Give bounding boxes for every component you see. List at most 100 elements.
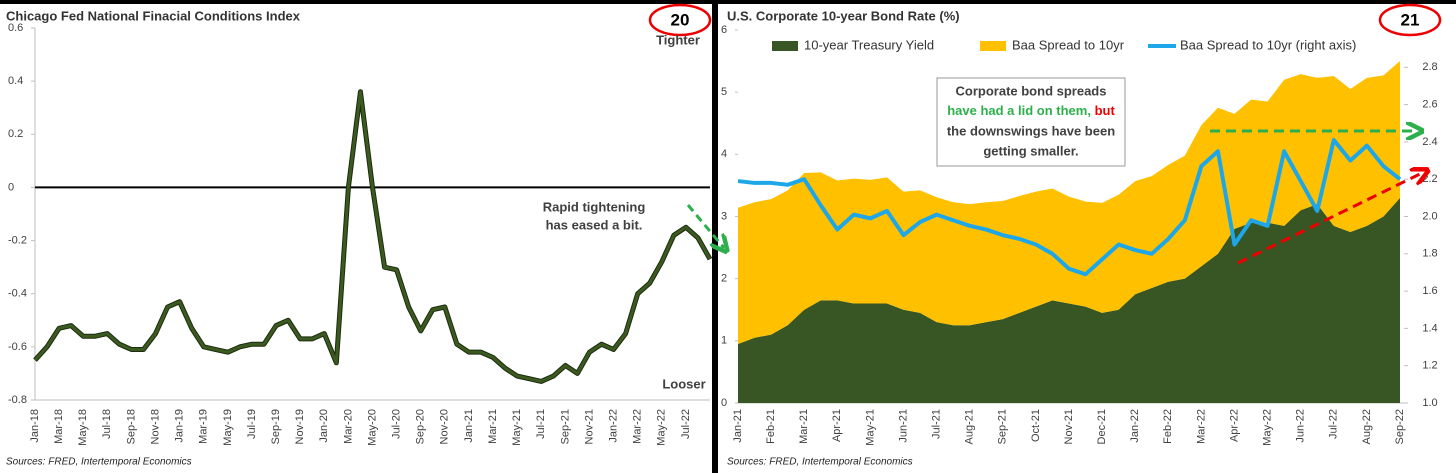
- x-tick-label: Mar-21: [487, 409, 499, 444]
- x-tick-label: Jul-22: [1328, 409, 1340, 439]
- annotation: have had a lid on them, but: [947, 103, 1115, 118]
- x-tick-label: Oct-21: [1030, 409, 1042, 442]
- y-tick-label: 4: [721, 148, 727, 160]
- y2-tick-label: 1.0: [1422, 397, 1437, 409]
- annotation: Looser: [662, 376, 705, 391]
- x-tick-label: Jul-21: [535, 409, 547, 439]
- x-tick-label: May-21: [511, 409, 523, 446]
- x-tick-label: Jan-21: [463, 409, 475, 443]
- x-tick-label: Apr-21: [831, 409, 843, 442]
- data-line: [737, 138, 1402, 277]
- x-tick-label: May-21: [864, 409, 876, 446]
- x-tick-label: Feb-22: [1162, 409, 1174, 444]
- arrow: [1237, 172, 1424, 265]
- y2-tick-label: 2.2: [1422, 173, 1437, 185]
- y2-tick-label: 1.6: [1422, 285, 1437, 297]
- x-tick-label: Apr-22: [1228, 409, 1240, 442]
- x-tick-label: Nov-18: [149, 409, 161, 444]
- badge: [1378, 3, 1442, 37]
- y-tick-label: 3: [721, 210, 727, 222]
- x-tick-label: Dec-21: [1096, 409, 1108, 444]
- x-tick-label: Sep-22: [1394, 409, 1406, 444]
- x-tick-label: May-20: [366, 409, 378, 446]
- annotation: Tighter: [656, 32, 700, 47]
- annotation: has eased a bit.: [546, 217, 643, 232]
- y-tick-label: 0.2: [8, 128, 23, 140]
- area: [738, 197, 1400, 403]
- y-tick-label: 2: [721, 273, 727, 285]
- annotation: the downswings have been: [947, 123, 1115, 138]
- x-tick-label: Jul-22: [680, 409, 692, 439]
- x-tick-label: Jan-18: [29, 409, 41, 443]
- y2-tick-label: 1.4: [1422, 322, 1437, 334]
- x-tick-label: Mar-19: [198, 409, 210, 444]
- annotation-part: but: [1095, 103, 1116, 118]
- badge-label: 21: [1401, 10, 1420, 29]
- y-tick-label: -0.6: [8, 341, 27, 353]
- x-tick-label: Jan-19: [174, 409, 186, 443]
- x-tick-label: Jul-18: [101, 409, 113, 439]
- annotation-part: have had a lid on them,: [947, 103, 1094, 118]
- legend-swatch: [980, 41, 1006, 51]
- x-tick-label: May-19: [222, 409, 234, 446]
- x-tick-label: Nov-19: [294, 409, 306, 444]
- y-tick-label: 6: [721, 24, 727, 36]
- x-tick-label: Nov-21: [583, 409, 595, 444]
- x-tick-label: Jan-20: [318, 409, 330, 443]
- x-tick-label: Sep-20: [415, 409, 427, 444]
- arrow: [686, 204, 724, 248]
- x-tick-label: Jul-21: [931, 409, 943, 439]
- annotation: Corporate bond spreads: [956, 83, 1107, 98]
- x-tick-label: Feb-21: [765, 409, 777, 444]
- annotation-box: [936, 77, 1126, 167]
- y2-tick-label: 2.8: [1422, 61, 1437, 73]
- legend-label: Baa Spread to 10yr: [1012, 37, 1125, 52]
- x-tick-label: Jan-22: [1129, 409, 1141, 443]
- y-tick-label: 0: [8, 181, 14, 193]
- x-tick-label: Jul-20: [391, 409, 403, 439]
- source: Sources: FRED, Intertemporal Economics: [727, 457, 913, 468]
- chart-title: U.S. Corporate 10-year Bond Rate (%): [727, 8, 960, 23]
- x-tick-label: Nov-20: [439, 409, 451, 444]
- y2-tick-label: 1.2: [1422, 360, 1437, 372]
- x-tick-label: Sep-19: [270, 409, 282, 444]
- y-tick-label: 0.6: [8, 22, 23, 34]
- y-tick-label: 1: [721, 335, 727, 347]
- x-tick-label: Sep-21: [997, 409, 1009, 444]
- data-line-inner: [33, 90, 712, 383]
- top-border: [0, 0, 1456, 4]
- x-tick-label: Mar-21: [798, 409, 810, 444]
- y2-tick-label: 2.0: [1422, 210, 1437, 222]
- x-tick-label: Jun-22: [1295, 409, 1307, 443]
- x-tick-label: Jul-19: [246, 409, 258, 439]
- badge-label: 20: [671, 10, 690, 29]
- x-tick-label: Aug-21: [964, 409, 976, 444]
- x-tick-label: Mar-20: [342, 409, 354, 444]
- y-tick-label: 0.4: [8, 75, 23, 87]
- badge: [648, 3, 712, 37]
- annotation: Rapid tightening: [543, 199, 646, 214]
- x-tick-label: Aug-22: [1361, 409, 1373, 444]
- y2-tick-label: 2.4: [1422, 136, 1437, 148]
- x-tick-label: Mar-22: [1195, 409, 1207, 444]
- x-tick-label: Mar-22: [632, 409, 644, 444]
- chart-title: Chicago Fed National Finacial Conditions…: [6, 8, 301, 23]
- y2-tick-label: 2.6: [1422, 99, 1437, 111]
- x-tick-label: May-18: [77, 409, 89, 446]
- y-tick-label: -0.8: [8, 394, 27, 406]
- x-tick-label: Nov-21: [1063, 409, 1075, 444]
- legend-label: Baa Spread to 10yr (right axis): [1180, 37, 1356, 52]
- legend-swatch: [772, 41, 798, 51]
- x-tick-label: Mar-18: [53, 409, 65, 444]
- x-tick-label: Sep-18: [125, 409, 137, 444]
- y-tick-label: -0.4: [8, 288, 27, 300]
- y-tick-label: -0.2: [8, 234, 27, 246]
- x-tick-label: Jan-22: [607, 409, 619, 443]
- source: Sources: FRED, Intertemporal Economics: [6, 457, 192, 468]
- x-tick-label: Jan-21: [732, 409, 744, 443]
- data-line: [33, 89, 713, 384]
- x-tick-label: May-22: [656, 409, 668, 446]
- y-tick-label: 0: [721, 397, 727, 409]
- y2-tick-label: 1.8: [1422, 248, 1437, 260]
